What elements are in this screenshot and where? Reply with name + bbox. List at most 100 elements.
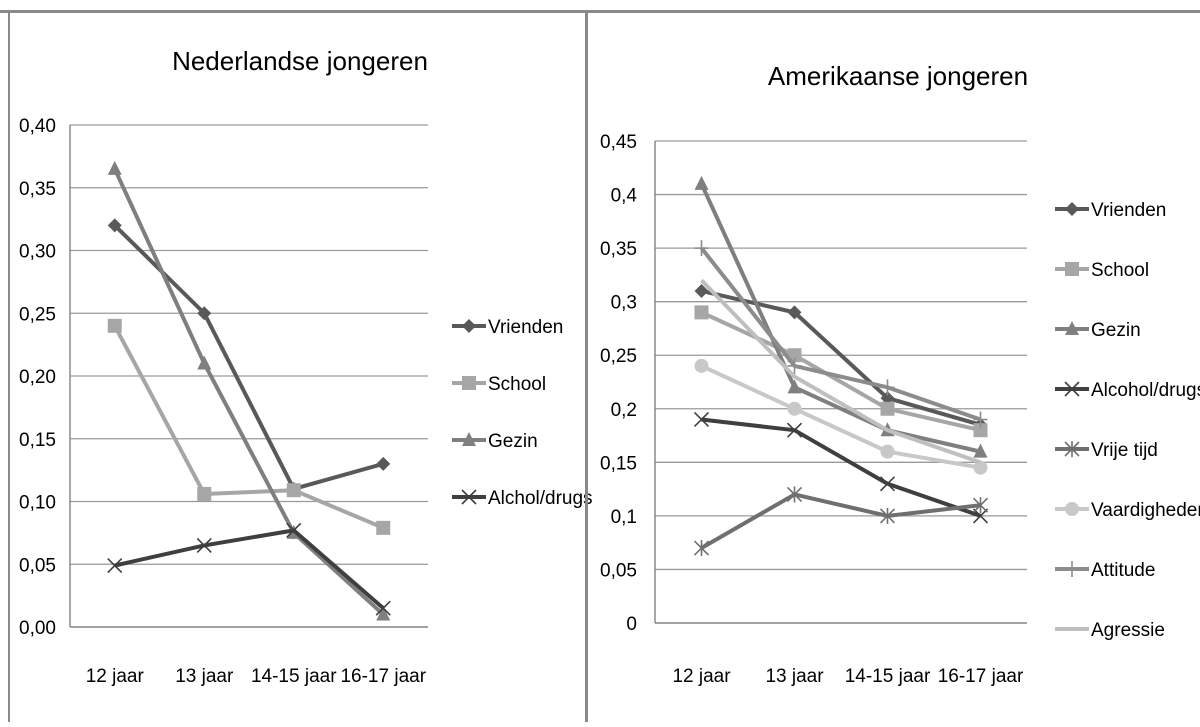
chart-title: Nederlandse jongeren bbox=[172, 46, 428, 76]
legend-marker bbox=[461, 489, 477, 505]
data-point bbox=[972, 508, 989, 524]
y-tick-label: 0,15 bbox=[600, 453, 637, 474]
y-tick-label: 0,2 bbox=[611, 400, 637, 421]
y-tick-label: 0,4 bbox=[611, 186, 638, 207]
series-alcohol-drugs bbox=[693, 411, 989, 524]
panel-divider bbox=[585, 10, 588, 722]
y-tick-label: 0,20 bbox=[19, 367, 56, 388]
legend-label: Vrienden bbox=[488, 317, 563, 338]
data-point bbox=[376, 456, 391, 471]
series-line bbox=[701, 417, 982, 518]
y-tick-label: 0,25 bbox=[600, 346, 637, 367]
frame-left-border bbox=[8, 10, 10, 722]
data-point bbox=[694, 175, 709, 190]
frame-top-border bbox=[0, 10, 1200, 13]
data-point bbox=[286, 522, 302, 538]
y-tick-label: 0 bbox=[626, 614, 637, 635]
data-point bbox=[880, 401, 895, 416]
legend-item: Agressie bbox=[1055, 620, 1165, 641]
series-line bbox=[112, 168, 385, 616]
legend-marker bbox=[462, 432, 476, 446]
data-point bbox=[107, 218, 122, 233]
data-point bbox=[197, 306, 212, 321]
legend-item: School bbox=[1055, 260, 1149, 281]
legend-label: Alchol/drugs bbox=[488, 488, 593, 509]
data-point bbox=[973, 460, 988, 475]
data-point bbox=[787, 401, 802, 416]
data-point bbox=[107, 318, 122, 333]
legend-item: Vrienden bbox=[452, 317, 563, 338]
data-point bbox=[786, 486, 803, 503]
series-vaardigheden bbox=[694, 358, 988, 475]
series-line bbox=[700, 278, 982, 465]
y-tick-label: 0,45 bbox=[600, 132, 637, 153]
series-line bbox=[700, 364, 981, 470]
legend-label: School bbox=[488, 374, 546, 395]
chart-nederlandse-jongeren: Nederlandse jongeren 0,00 0,05 0,10 0,15 0,20… bbox=[19, 46, 593, 687]
series-school bbox=[694, 305, 988, 438]
series-agressie bbox=[700, 278, 982, 465]
legend-item: Alcohol/drugs bbox=[1055, 380, 1200, 401]
data-point bbox=[694, 358, 709, 373]
y-tick-label: 0,05 bbox=[600, 560, 637, 581]
data-point bbox=[693, 540, 710, 557]
y-tick-label: 0,1 bbox=[611, 507, 637, 528]
x-tick-label: 12 jaar bbox=[86, 666, 145, 687]
legend-marker bbox=[1065, 502, 1079, 516]
series-line bbox=[700, 310, 981, 433]
data-point bbox=[787, 305, 802, 320]
legend-label: Gezin bbox=[1091, 320, 1141, 341]
series-line bbox=[112, 324, 385, 530]
y-tick-label: 0,30 bbox=[19, 242, 56, 263]
series-vrije-tijd bbox=[693, 486, 989, 557]
y-tick-label: 0,3 bbox=[611, 293, 637, 314]
series-line bbox=[114, 528, 385, 610]
legend-label: School bbox=[1091, 260, 1149, 281]
data-point bbox=[880, 444, 895, 459]
data-point bbox=[787, 379, 802, 394]
data-point bbox=[197, 486, 212, 501]
data-point bbox=[880, 379, 895, 396]
series-attitude bbox=[694, 240, 988, 428]
legend-marker bbox=[1065, 262, 1079, 276]
x-tick-label: 14-15 jaar bbox=[251, 666, 337, 687]
legend-item: Gezin bbox=[1055, 320, 1141, 341]
data-point bbox=[787, 357, 802, 374]
series-line bbox=[701, 289, 982, 427]
y-tick-label: 0,35 bbox=[600, 239, 637, 260]
data-point bbox=[972, 497, 989, 514]
series-school bbox=[107, 318, 391, 535]
chart-title: Amerikaanse jongeren bbox=[768, 61, 1028, 91]
series-line bbox=[699, 183, 981, 454]
legend-marker bbox=[1065, 321, 1079, 335]
series-line bbox=[700, 492, 981, 550]
legend-item: Vrienden bbox=[1055, 200, 1166, 221]
legend-marker bbox=[1065, 561, 1079, 577]
series-line bbox=[699, 246, 982, 422]
data-point bbox=[375, 600, 391, 616]
legend-marker bbox=[462, 319, 476, 333]
y-tick-label: 0,05 bbox=[19, 555, 56, 576]
legend-label: Vrije tijd bbox=[1091, 440, 1158, 461]
legend-label: Attitude bbox=[1091, 560, 1155, 581]
series-vrienden bbox=[107, 218, 391, 496]
data-point bbox=[196, 537, 212, 553]
legend-item: Vrije tijd bbox=[1055, 440, 1158, 461]
data-point bbox=[973, 411, 988, 428]
data-point bbox=[879, 476, 896, 492]
legend-label: Vaardigheden bbox=[1091, 500, 1200, 521]
data-point bbox=[693, 411, 710, 428]
series-alchol-drugs bbox=[107, 522, 391, 616]
x-tick-label: 13 jaar bbox=[175, 666, 234, 687]
data-point bbox=[880, 391, 895, 406]
legend-marker bbox=[1064, 441, 1080, 457]
x-tick-label: 16-17 jaar bbox=[340, 666, 426, 687]
y-tick-label: 0,35 bbox=[19, 179, 56, 200]
legend-label: Agressie bbox=[1091, 620, 1165, 641]
data-point bbox=[107, 160, 122, 175]
data-point bbox=[197, 355, 212, 370]
y-tick-label: 0,15 bbox=[19, 430, 56, 451]
data-point bbox=[286, 483, 301, 498]
